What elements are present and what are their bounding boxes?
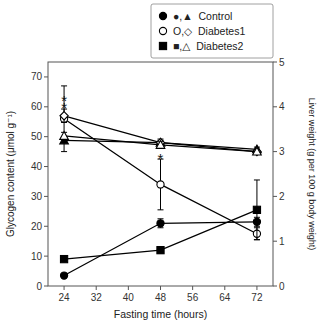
x-tick-label: 72	[251, 292, 263, 303]
axes: 24 32 40 48 56 64 72 0 10 20 30 40 50 60 70 0 1 2 3 4 5	[31, 57, 285, 304]
point	[157, 220, 164, 227]
y2-tick-label: 3	[279, 146, 285, 157]
y-tick	[44, 226, 48, 227]
x-tick-label: 32	[91, 292, 103, 303]
point	[253, 147, 262, 155]
legend: ●,▲ Control O,◇ Diabetes1 ■,△ Diabetes2	[151, 4, 273, 58]
y-tick	[44, 166, 48, 167]
point	[157, 181, 164, 188]
x-tick	[224, 286, 225, 290]
error-bar	[158, 247, 164, 253]
y2-tick	[273, 286, 277, 287]
y2-tick-label: 2	[279, 191, 285, 202]
legend-marker	[159, 42, 166, 49]
error-bar	[254, 180, 260, 240]
error-bar	[158, 219, 164, 228]
x-tick	[128, 286, 129, 290]
x-tick-label: 56	[187, 292, 199, 303]
y-tick	[44, 256, 48, 257]
x-axis-label: Fasting time (hours)	[114, 308, 207, 320]
legend-label: ■,△ Diabetes2	[173, 40, 244, 52]
y-tick	[44, 196, 48, 197]
y-tick-label: 70	[31, 71, 43, 82]
y2-tick	[273, 196, 277, 197]
y2-tick-label: 5	[279, 57, 285, 68]
x-tick	[192, 286, 193, 290]
x-tick-label: 64	[219, 292, 231, 303]
y2-tick-label: 1	[279, 236, 285, 247]
series	[60, 86, 260, 240]
point	[60, 272, 67, 279]
y-tick	[44, 286, 48, 287]
x-tick	[96, 286, 97, 290]
point	[60, 256, 67, 263]
y2-tick	[273, 241, 277, 242]
x-tick	[64, 286, 65, 290]
legend-marker	[159, 27, 166, 34]
y-tick	[44, 76, 48, 77]
y-tick-label: 0	[36, 281, 42, 292]
y2-tick-label: 0	[279, 281, 285, 292]
y-tick-label: 20	[31, 221, 43, 232]
annotations: ***	[61, 92, 163, 166]
y2-tick	[273, 62, 277, 63]
error-bar	[158, 159, 164, 210]
y-tick	[44, 106, 48, 107]
series-line	[64, 140, 257, 149]
series-line	[64, 210, 257, 259]
point	[60, 132, 69, 140]
x-tick	[256, 286, 257, 290]
point	[157, 247, 164, 254]
y-tick-label: 60	[31, 101, 43, 112]
y2-tick-label: 4	[279, 101, 285, 112]
legend-label: O,◇ Diabetes1	[173, 25, 245, 37]
series-line	[64, 116, 257, 152]
y2-axis-label: Liver weight (g per 100 g body weight)	[307, 98, 317, 251]
legend-box	[151, 4, 273, 58]
y-tick-label: 10	[31, 251, 43, 262]
y2-tick	[273, 106, 277, 107]
y-tick	[44, 136, 48, 137]
plot-frame	[48, 62, 273, 286]
legend-label: ●,▲ Control	[173, 10, 232, 22]
x-tick-label: 40	[123, 292, 135, 303]
chart: 24 32 40 48 56 64 72 0 10 20 30 40 50 60 70 0 1 2 3 4 5 Fasti…	[0, 0, 321, 331]
y-tick-label: 30	[31, 191, 43, 202]
y2-tick	[273, 151, 277, 152]
annotation: *	[61, 92, 67, 109]
annotation: *	[158, 150, 164, 167]
point	[156, 141, 165, 149]
series	[60, 180, 260, 263]
point	[253, 206, 260, 213]
point	[253, 147, 261, 155]
y-tick-label: 50	[31, 131, 43, 142]
legend-marker	[159, 12, 166, 19]
y-tick-label: 40	[31, 161, 43, 172]
plot-area	[60, 86, 261, 279]
x-tick-label: 48	[155, 292, 167, 303]
series-line	[64, 119, 257, 234]
y-axis-label: Glycogen content (μmol g⁻¹)	[5, 111, 16, 237]
x-tick	[160, 286, 161, 290]
series-line	[64, 222, 257, 276]
x-tick-label: 24	[59, 292, 71, 303]
series	[60, 217, 260, 279]
